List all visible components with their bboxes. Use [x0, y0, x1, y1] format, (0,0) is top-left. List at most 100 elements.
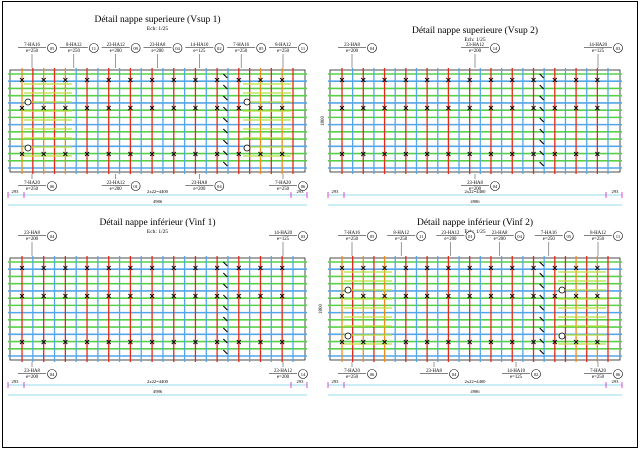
- chair-mark: [467, 265, 472, 271]
- dim-left: 293: [332, 379, 340, 384]
- dim-right: 293: [297, 189, 305, 194]
- chair-mark: [171, 105, 177, 111]
- chair-mark: [573, 293, 579, 299]
- callout-mark: 06: [370, 372, 375, 377]
- callout-mark-circle: [514, 231, 525, 241]
- chair-mark: [19, 151, 25, 157]
- chair-mark: [531, 293, 536, 299]
- callout-bar-spec: e=125: [193, 49, 206, 54]
- chair-mark: [63, 265, 68, 271]
- chair-mark: [467, 151, 472, 157]
- chair-mark: [424, 293, 430, 299]
- callout-bar-spec: 7-HA16: [541, 231, 557, 236]
- panel-scale: Ech: 1/25: [147, 229, 168, 235]
- chair-mark: [222, 95, 228, 101]
- chair-mark: [236, 265, 242, 271]
- callout-bar-spec: 14-HA20: [274, 231, 293, 236]
- chair-mark: [595, 293, 600, 299]
- callout-mark: 01: [133, 184, 138, 189]
- chair-mark: [573, 339, 579, 345]
- chair-mark: [539, 283, 545, 289]
- panel-vinf1: Détail nappe inférieur (Vinf 1)Ech: 1/25…: [7, 217, 308, 396]
- chair-mark: [382, 151, 387, 157]
- callout-mark: 11: [92, 46, 97, 51]
- callout-mark: 11: [616, 234, 621, 239]
- panel-vsup1: Détail nappe superieure (Vsup 1)Ech: 1/2…: [7, 14, 308, 206]
- chair-mark: [149, 77, 155, 83]
- chair-mark: [41, 293, 46, 299]
- chair-mark: [193, 77, 198, 83]
- chair-mark: [467, 339, 472, 345]
- callout-mark-circle: [298, 43, 308, 53]
- chair-mark: [539, 84, 545, 90]
- slab-outline: [329, 257, 621, 361]
- chair-mark: [193, 339, 198, 345]
- chair-mark: [236, 293, 242, 299]
- callout-mark-circle: [47, 181, 57, 191]
- callout-mark-circle: [613, 231, 623, 241]
- chair-mark: [539, 139, 545, 145]
- callout-bar-spec: 7-HA20: [24, 181, 40, 186]
- chair-mark: [539, 349, 545, 355]
- chair-mark: [360, 151, 366, 157]
- dim-right: 293: [297, 379, 305, 384]
- callout-mark-circle: [47, 231, 57, 241]
- dim-left: 293: [12, 189, 20, 194]
- chair-mark: [149, 151, 155, 157]
- chair-mark: [446, 151, 451, 157]
- dim-middle: 2x22=4400: [147, 379, 169, 384]
- chair-mark: [222, 272, 228, 278]
- anchor-mark: [243, 144, 251, 152]
- chair-mark: [258, 105, 263, 111]
- chair-mark: [539, 261, 545, 267]
- callout-bar-spec: 23-HA12: [441, 231, 460, 236]
- panel-vsup2: Détail nappe superieure (Vsup 2)Ech: 1/2…: [321, 25, 623, 206]
- chair-mark: [552, 265, 558, 271]
- chair-mark: [509, 151, 515, 157]
- chair-mark: [63, 105, 68, 111]
- chair-mark: [360, 265, 366, 271]
- callout-bar-spec: 23-HA8: [467, 181, 483, 186]
- callout-mark-circle: [465, 231, 476, 241]
- chair-mark: [573, 265, 579, 271]
- chair-mark: [382, 293, 387, 299]
- chair-mark: [19, 293, 25, 299]
- chair-mark: [539, 338, 545, 344]
- chair-mark: [539, 106, 545, 112]
- anchor-mark: [243, 98, 251, 106]
- callout-bar-spec: 23-HA8: [150, 43, 166, 48]
- chair-mark: [222, 106, 228, 112]
- slab-outline: [9, 257, 306, 361]
- chair-mark: [214, 77, 220, 83]
- callout-mark: 06: [301, 184, 306, 189]
- callout-bar-spec: 23-HA12: [107, 181, 126, 186]
- dim-left: 293: [12, 379, 20, 384]
- chair-mark: [339, 151, 345, 157]
- chair-mark: [171, 265, 177, 271]
- panel-title: Détail nappe superieure (Vsup 2): [412, 25, 538, 36]
- chair-mark: [488, 339, 494, 345]
- dim-middle: 2x22=4400: [147, 189, 169, 194]
- chair-mark: [171, 339, 177, 345]
- chair-mark: [446, 77, 451, 83]
- chair-mark: [403, 77, 409, 83]
- chair-mark: [222, 117, 228, 123]
- chair-mark: [236, 105, 242, 111]
- chair-mark: [573, 151, 579, 157]
- chair-mark: [509, 77, 515, 83]
- chair-mark: [279, 339, 285, 345]
- chair-mark: [509, 293, 515, 299]
- callout-mark: 04: [452, 372, 457, 377]
- chair-mark: [573, 105, 579, 111]
- callout-mark: 11: [419, 234, 424, 239]
- callout-bar-spec: e=200: [277, 375, 290, 380]
- callout-mark-circle: [256, 43, 266, 53]
- panel-title: Détail nappe superieure (Vsup 1): [94, 14, 220, 25]
